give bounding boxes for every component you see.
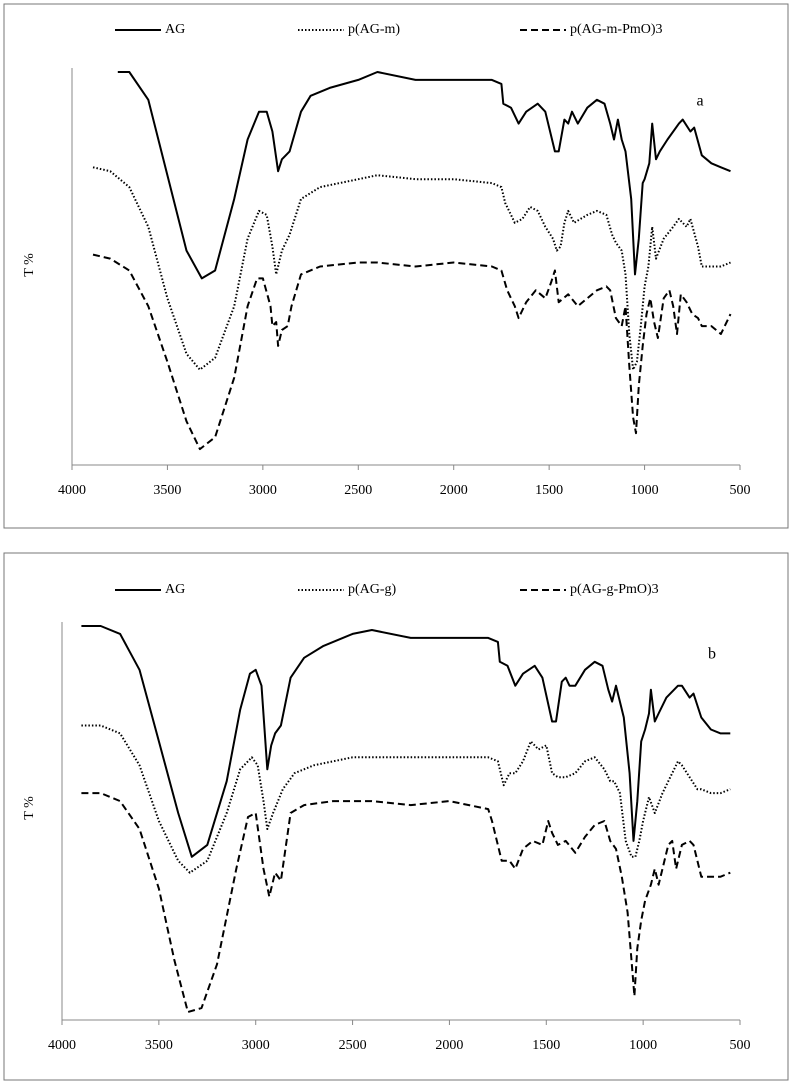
x-tick-label: 1000 — [629, 1038, 657, 1053]
panel-frame — [3, 3, 789, 529]
legend-label: AG — [165, 22, 185, 37]
x-tick-label: 2500 — [339, 1038, 367, 1053]
spectrum-line — [117, 71, 731, 280]
legend-label: p(AG-m-PmO)3 — [570, 22, 663, 37]
spectrum-line — [81, 792, 731, 1013]
legend-label: p(AG-m) — [348, 22, 400, 37]
legend-label: AG — [165, 582, 185, 597]
x-tick-label: 500 — [730, 1038, 751, 1053]
x-tick-label: 2000 — [440, 483, 468, 498]
panel-frame — [3, 552, 789, 1081]
x-tick-label: 2500 — [344, 483, 372, 498]
x-tick-label: 4000 — [48, 1038, 76, 1053]
x-tick-label: 3000 — [249, 483, 277, 498]
spectrum-line — [92, 253, 732, 451]
y-axis-label: T % — [22, 253, 37, 277]
spectrum-line — [81, 724, 731, 874]
x-tick-label: 1500 — [532, 1038, 560, 1053]
x-tick-label: 3000 — [242, 1038, 270, 1053]
x-tick-label: 500 — [730, 483, 751, 498]
x-tick-label: 4000 — [58, 483, 86, 498]
legend-label: p(AG-g-PmO)3 — [570, 582, 659, 597]
x-tick-label: 3500 — [145, 1038, 173, 1053]
spectrum-line — [92, 166, 731, 371]
spectrum-line — [81, 625, 731, 858]
annotation: b — [708, 646, 716, 663]
annotation: a — [696, 93, 703, 110]
y-axis-label: T % — [22, 796, 37, 820]
x-tick-label: 3500 — [153, 483, 181, 498]
x-tick-label: 1000 — [631, 483, 659, 498]
legend-label: p(AG-g) — [348, 582, 397, 597]
x-tick-label: 2000 — [435, 1038, 463, 1053]
x-tick-label: 1500 — [535, 483, 563, 498]
